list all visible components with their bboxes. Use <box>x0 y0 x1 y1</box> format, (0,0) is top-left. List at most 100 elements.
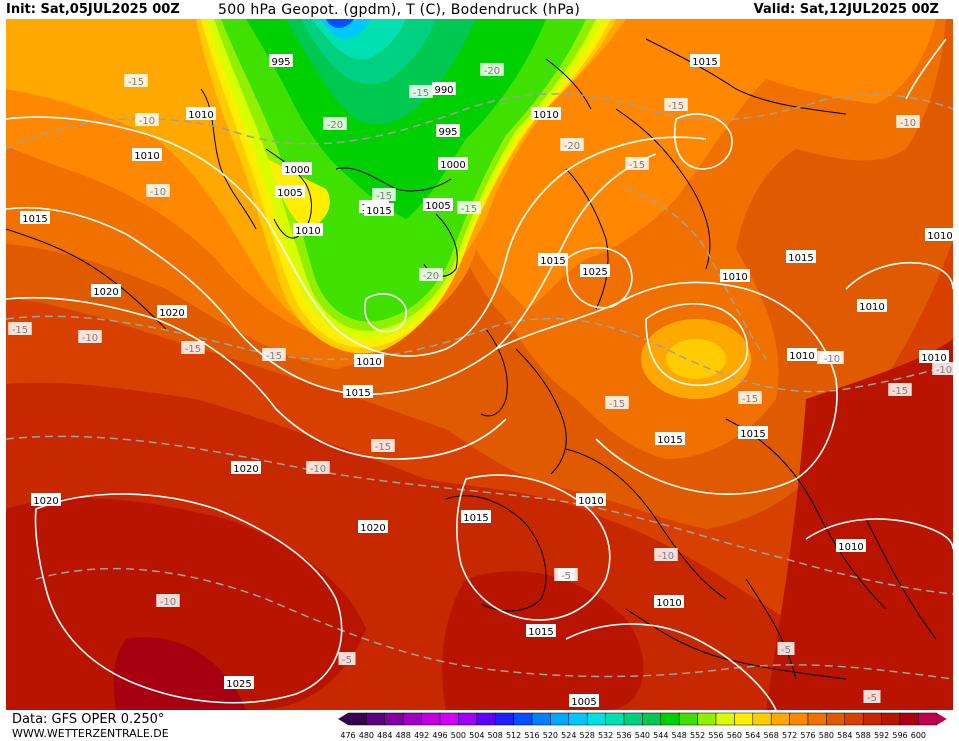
svg-text:-10: -10 <box>139 116 155 127</box>
legend-value: 512 <box>506 731 521 740</box>
isobar-label: 1015 <box>20 211 50 225</box>
data-source-label: Data: GFS OPER 0.250° <box>12 712 165 727</box>
map-title: 500 hPa Geopot. (gpdm), T (C), Bodendruc… <box>218 2 581 18</box>
svg-text:1015: 1015 <box>528 627 553 638</box>
isotherm-label: -15 <box>8 322 32 336</box>
isobar-label: 1010 <box>576 493 606 507</box>
svg-text:1015: 1015 <box>657 435 682 446</box>
legend-swatch <box>715 712 735 726</box>
legend-swatch <box>421 712 441 726</box>
legend-swatch <box>844 712 864 726</box>
svg-text:1000: 1000 <box>284 165 309 176</box>
isobar-label: 1020 <box>91 284 121 298</box>
legend-value: 528 <box>580 731 595 740</box>
isobar-label: 1010 <box>132 148 162 162</box>
init-time-label: Init: Sat,05JUL2025 00Z <box>6 2 180 17</box>
isotherm-label: -15 <box>262 348 286 362</box>
legend-swatch <box>531 712 551 726</box>
svg-text:-20: -20 <box>423 271 439 282</box>
isotherm-label: -15 <box>625 157 649 171</box>
legend-value: 576 <box>800 731 815 740</box>
legend-swatch <box>347 712 367 726</box>
svg-text:1015: 1015 <box>366 206 391 217</box>
isobar-label: 1020 <box>31 493 61 507</box>
legend-value: 596 <box>892 731 907 740</box>
isobar-label: 990 <box>432 82 456 96</box>
isotherm-label: -10 <box>156 594 180 608</box>
legend-swatch <box>807 712 827 726</box>
svg-text:-10: -10 <box>658 551 674 562</box>
isotherm-label: -5 <box>338 652 356 666</box>
isobar-label: 995 <box>436 124 460 138</box>
isobar-label: 1010 <box>919 350 949 364</box>
legend-value: 500 <box>451 731 466 740</box>
legend-value: 532 <box>598 731 613 740</box>
svg-text:1025: 1025 <box>582 267 607 278</box>
legend-value: 516 <box>524 731 539 740</box>
svg-text:-20: -20 <box>327 120 343 131</box>
svg-text:1015: 1015 <box>22 214 47 225</box>
isotherm-label: -15 <box>409 85 433 99</box>
svg-text:-15: -15 <box>185 344 201 355</box>
legend-value: 588 <box>856 731 871 740</box>
isotherm-label: -15 <box>738 391 762 405</box>
legend-value: 544 <box>653 731 668 740</box>
isotherm-label: -5 <box>557 568 575 582</box>
legend-value: 560 <box>727 731 742 740</box>
isotherm-label: -10 <box>146 184 170 198</box>
isotherm-label: -15 <box>372 188 396 202</box>
isobar-label: 1020 <box>157 305 187 319</box>
isobar-label: 1010 <box>531 107 561 121</box>
svg-text:1000: 1000 <box>440 160 465 171</box>
legend-value: 476 <box>340 731 355 740</box>
isotherm-label: -20 <box>560 138 584 152</box>
website-label: WWW.WETTERZENTRALE.DE <box>12 727 169 740</box>
isotherm-label: -20 <box>480 63 504 77</box>
svg-text:-15: -15 <box>892 386 908 397</box>
svg-text:-15: -15 <box>266 351 282 362</box>
svg-text:1015: 1015 <box>463 513 488 524</box>
svg-text:1025: 1025 <box>226 679 251 690</box>
svg-text:-15: -15 <box>12 325 28 336</box>
legend-swatch <box>752 712 772 726</box>
svg-text:1010: 1010 <box>295 226 320 237</box>
svg-text:-5: -5 <box>781 645 791 656</box>
legend-swatch <box>881 712 901 726</box>
legend-swatch <box>513 712 533 726</box>
map-footer: Data: GFS OPER 0.250° WWW.WETTERZENTRALE… <box>0 710 959 741</box>
legend-swatch <box>402 712 422 726</box>
legend-swatch <box>678 712 698 726</box>
svg-text:-15: -15 <box>668 101 684 112</box>
legend-swatch <box>605 712 625 726</box>
legend-value: 540 <box>635 731 650 740</box>
legend-value: 536 <box>616 731 631 740</box>
legend-swatch <box>734 712 754 726</box>
weather-map: 995 990 995 1000 1000 1005 1005 1010 1010 1010 101… <box>6 19 953 710</box>
isobar-label: 1010 <box>186 107 216 121</box>
svg-text:-15: -15 <box>128 77 144 88</box>
svg-text:1005: 1005 <box>277 188 302 199</box>
isobar-label: 1005 <box>423 198 453 212</box>
svg-text:-15: -15 <box>375 442 391 453</box>
svg-text:1010: 1010 <box>134 151 159 162</box>
isotherm-label: -10 <box>820 351 844 365</box>
isobar-label: 1015 <box>690 54 720 68</box>
legend-swatch <box>586 712 606 726</box>
svg-text:1010: 1010 <box>188 110 213 121</box>
isobar-label: 1015 <box>786 250 816 264</box>
isotherm-label: -10 <box>78 330 102 344</box>
isobar-label: 1025 <box>580 264 610 278</box>
svg-text:1010: 1010 <box>578 496 603 507</box>
legend-swatch <box>550 712 570 726</box>
svg-text:-10: -10 <box>824 354 840 365</box>
svg-text:1010: 1010 <box>656 598 681 609</box>
legend-swatch <box>660 712 680 726</box>
legend-swatch <box>899 712 919 726</box>
isotherm-label: -15 <box>371 439 395 453</box>
legend-swatch <box>476 712 496 726</box>
svg-text:1015: 1015 <box>788 253 813 264</box>
svg-text:-15: -15 <box>461 204 477 215</box>
legend-swatch <box>642 712 662 726</box>
legend-swatch <box>439 712 459 726</box>
svg-text:-15: -15 <box>376 191 392 202</box>
